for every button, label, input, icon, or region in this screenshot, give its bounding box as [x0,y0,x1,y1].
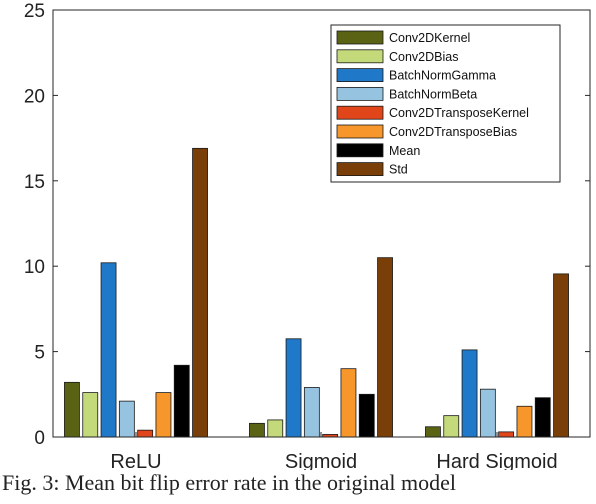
bars-group [64,147,569,438]
legend-swatch [336,143,384,158]
bar-relu-std [192,147,208,438]
bar-relu-batchnormgamma [100,262,117,438]
bar-relu-conv2dbias [82,392,99,438]
legend-entry-label: Mean [389,144,420,158]
legend-entry-label: Conv2DTransposeKernel [389,106,529,120]
bar-relu-conv2dtransposebias [155,392,172,438]
x-tick-label: Hard Sigmoid [436,451,557,470]
bar-sigmoid-batchnormbeta [303,387,320,438]
legend-entry-label: Std [389,163,408,177]
legend-swatch [336,68,384,82]
legend-entry-label: BatchNormBeta [389,87,477,101]
bar-relu-conv2dkernel [64,381,80,438]
legend-box [330,24,561,183]
legend-entry-label: BatchNormGamma [389,69,496,83]
bar-sigmoid-conv2dbias [267,419,284,438]
bar-hard-sigmoid-conv2dtransposekernel [498,431,515,438]
legend-swatch [336,124,384,139]
bar-hard-sigmoid-conv2dkernel [425,426,441,438]
bar-chart: 0 5 10 15 20 25 ReLU Sigmoid Hard Sigmoid Conv2… [24,1,591,470]
y-tick-label: 5 [34,343,45,364]
legend-swatch [336,105,384,120]
y-tick-label: 25 [24,1,45,22]
legend-entry-label: Conv2DBias [389,50,458,64]
figure-caption: Fig. 3: Mean bit flip error rate in the … [2,470,456,495]
legend-swatch [336,87,384,101]
bar-hard-sigmoid-std [553,273,569,438]
bar-hard-sigmoid-batchnormgamma [461,349,478,438]
y-axis: 0 5 10 15 20 25 [24,1,590,449]
legend-swatch [336,49,384,64]
bar-sigmoid-conv2dtransposebias [340,368,357,438]
y-tick-label: 15 [24,172,45,193]
legend: Conv2DKernel Conv2DBias BatchNormGamma Batc… [330,24,561,183]
legend-swatch [336,30,384,45]
legend-swatch [336,162,384,177]
bar-sigmoid-batchnormgamma [285,338,302,438]
y-tick-label: 0 [34,428,45,449]
x-axis: ReLU Sigmoid Hard Sigmoid [110,432,558,470]
x-tick-label: Sigmoid [285,451,357,470]
bar-relu-mean [173,364,190,438]
legend-entry-label: Conv2DKernel [389,31,470,45]
x-tick-label: ReLU [110,451,161,470]
bar-sigmoid-std [377,257,393,438]
y-tick-label: 20 [24,86,45,107]
bar-relu-conv2dtransposekernel [137,429,154,438]
bar-relu-batchnormbeta [118,400,135,438]
bar-sigmoid-mean [358,393,375,438]
y-tick-label: 10 [24,257,45,278]
bar-hard-sigmoid-conv2dbias [443,415,460,438]
bar-hard-sigmoid-batchnormbeta [479,388,496,438]
bar-sigmoid-conv2dkernel [249,422,265,438]
bar-hard-sigmoid-conv2dtransposebias [516,405,533,438]
legend-entry-label: Conv2DTransposeBias [389,125,517,139]
bar-hard-sigmoid-mean [534,397,551,438]
